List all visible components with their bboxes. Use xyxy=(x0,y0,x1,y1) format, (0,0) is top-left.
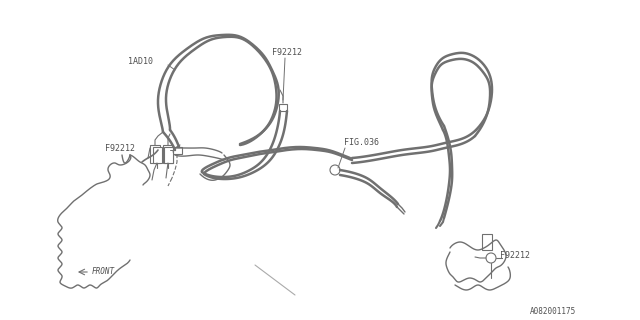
Text: FRONT: FRONT xyxy=(92,268,115,276)
Circle shape xyxy=(486,253,496,263)
Text: 1AD10: 1AD10 xyxy=(128,57,153,66)
Text: F92212: F92212 xyxy=(105,143,135,153)
Bar xyxy=(163,145,173,163)
Circle shape xyxy=(330,165,340,175)
Bar xyxy=(164,147,173,163)
Text: F92212: F92212 xyxy=(500,251,530,260)
Bar xyxy=(150,145,160,163)
Bar xyxy=(482,234,492,250)
Text: A082001175: A082001175 xyxy=(530,308,576,316)
Bar xyxy=(279,103,287,110)
Bar xyxy=(173,147,182,154)
Text: FIG.036: FIG.036 xyxy=(344,138,379,147)
Bar xyxy=(153,147,162,163)
Text: F92212: F92212 xyxy=(272,47,302,57)
